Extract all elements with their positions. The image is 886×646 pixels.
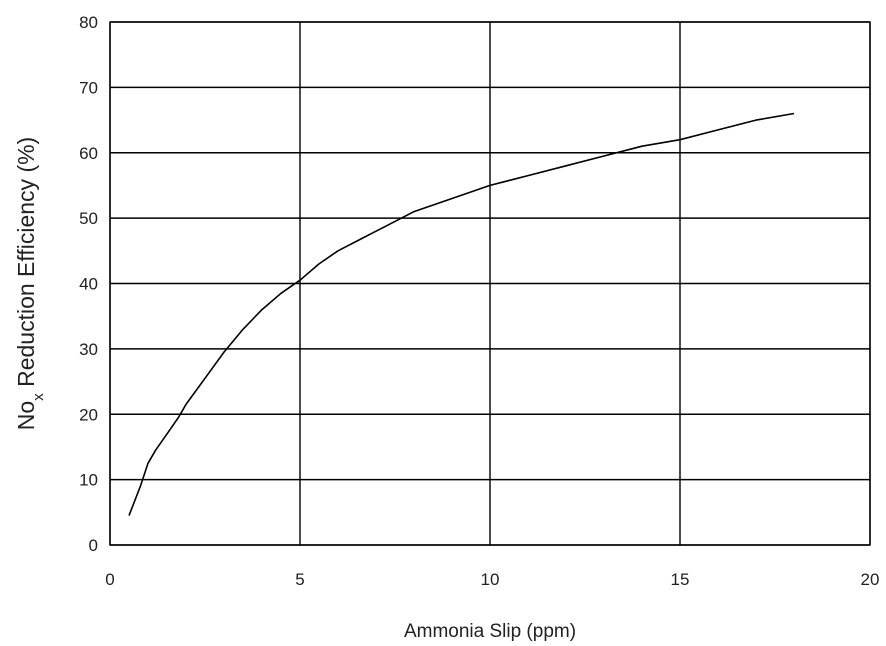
y-tick-label: 0	[89, 536, 98, 555]
x-axis-title: Ammonia Slip (ppm)	[404, 621, 576, 642]
tick-labels: 0 10 20 30 40 50 60 70 80 0 5 10 15 20	[79, 13, 879, 589]
y-tick-label: 20	[79, 405, 98, 424]
y-tick-label: 80	[79, 13, 98, 32]
x-tick-label: 0	[105, 570, 114, 589]
y-tick-label: 40	[79, 275, 98, 294]
y-tick-label: 10	[79, 471, 98, 490]
y-tick-label: 70	[79, 78, 98, 97]
x-tick-label: 15	[671, 570, 690, 589]
grid	[109, 21, 871, 546]
y-axis-title-rest: Reduction Efficiency (%)	[13, 137, 39, 394]
y-tick-label: 30	[79, 340, 98, 359]
y-axis-title: Nox Reduction Efficiency (%)	[13, 137, 47, 430]
series-line-0	[128, 112, 795, 516]
plot-frame	[109, 21, 871, 546]
x-tick-label: 5	[295, 570, 304, 589]
y-axis-title-subscript: x	[30, 393, 47, 401]
series-line-group	[128, 112, 795, 516]
y-axis-title-main: No	[13, 401, 39, 430]
y-tick-label: 60	[79, 144, 98, 163]
x-tick-label: 20	[861, 570, 880, 589]
x-tick-label: 10	[481, 570, 500, 589]
y-tick-label: 50	[79, 209, 98, 228]
